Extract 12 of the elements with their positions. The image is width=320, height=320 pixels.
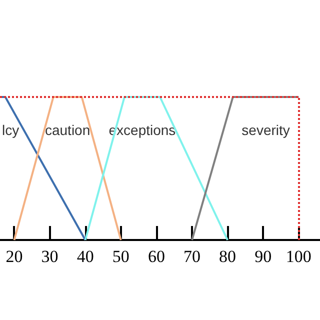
x-tick-label: 20 [6, 247, 23, 266]
x-tick-label: 80 [219, 247, 236, 266]
x-tick-label: 30 [41, 247, 58, 266]
x-tick-label: 70 [184, 247, 200, 266]
x-tick-label: 90 [254, 247, 272, 266]
x-tick-label: 100 [286, 247, 312, 266]
series-label: lcy [2, 122, 20, 138]
series-label: caution [44, 122, 90, 138]
series-label: severity [242, 122, 290, 138]
x-tick-label: 40 [76, 247, 94, 266]
x-tick-label: 50 [112, 247, 130, 266]
x-tick-label: 60 [148, 247, 165, 266]
